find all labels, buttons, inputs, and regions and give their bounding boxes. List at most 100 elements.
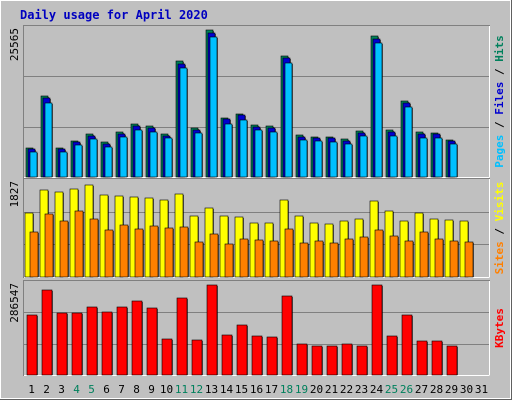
- panel-bottom: 286547 KBytes: [8, 280, 506, 376]
- bar-kbytes-day-14: [221, 334, 233, 376]
- legend-sites: Sites: [493, 241, 506, 274]
- bar-kbytes-day-19: [296, 343, 308, 376]
- bar-pages-day-23: [359, 135, 368, 178]
- bar-sites-day-14: [224, 243, 234, 278]
- bar-pages-day-20: [314, 140, 323, 178]
- bar-sites-day-23: [359, 236, 369, 278]
- bar-kbytes-day-7: [116, 306, 128, 376]
- bar-kbytes-day-20: [311, 345, 323, 376]
- x-tick-day-1: 1: [28, 383, 35, 396]
- legend-separator: /: [493, 62, 506, 82]
- x-tick-day-3: 3: [58, 383, 65, 396]
- bar-pages-day-10: [164, 137, 173, 178]
- bar-kbytes-day-4: [71, 312, 83, 376]
- x-tick-day-6: 6: [103, 383, 110, 396]
- bar-kbytes-day-6: [101, 311, 113, 376]
- bar-sites-day-18: [284, 228, 294, 278]
- x-tick-day-11: 11: [175, 383, 188, 396]
- bar-kbytes-day-2: [41, 289, 53, 376]
- bar-kbytes-day-21: [326, 345, 338, 376]
- x-tick-day-18: 18: [280, 383, 293, 396]
- bar-pages-day-25: [389, 135, 398, 178]
- x-tick-day-19: 19: [295, 383, 308, 396]
- x-tick-day-23: 23: [355, 383, 368, 396]
- bar-pages-day-15: [239, 119, 248, 178]
- bar-sites-day-26: [404, 240, 414, 278]
- bar-kbytes-day-15: [236, 324, 248, 376]
- bar-sites-day-19: [299, 242, 309, 278]
- bar-kbytes-day-24: [371, 284, 383, 376]
- bar-pages-day-27: [419, 137, 428, 178]
- x-tick-day-29: 29: [445, 383, 458, 396]
- legend-separator: /: [493, 115, 506, 135]
- bar-sites-day-3: [59, 220, 69, 278]
- bar-kbytes-day-29: [446, 345, 458, 376]
- x-tick-day-24: 24: [370, 383, 384, 396]
- panel-middle: 1827 Sites / Visits: [8, 178, 506, 278]
- bar-kbytes-day-25: [386, 335, 398, 376]
- bar-sites-day-1: [29, 231, 39, 278]
- bar-pages-day-24: [374, 42, 383, 178]
- bar-kbytes-day-18: [281, 295, 293, 376]
- bar-pages-day-14: [224, 123, 233, 178]
- bar-sites-day-21: [329, 242, 339, 278]
- y-max-label: 25565: [8, 28, 21, 61]
- bar-sites-day-29: [449, 240, 459, 278]
- legend-pages: Pages: [493, 135, 506, 168]
- x-tick-day-22: 22: [340, 383, 353, 396]
- bar-kbytes-day-3: [56, 312, 68, 376]
- bar-pages-day-17: [269, 131, 278, 178]
- bar-kbytes-day-12: [191, 339, 203, 376]
- bar-kbytes-day-22: [341, 343, 353, 376]
- bar-kbytes-day-17: [266, 336, 278, 376]
- series-legend: KBytes: [493, 308, 506, 348]
- series-legend: Pages / Files / Hits: [493, 35, 506, 168]
- bar-pages-day-21: [329, 141, 338, 178]
- x-tick-day-13: 13: [205, 383, 218, 396]
- x-tick-day-15: 15: [235, 383, 248, 396]
- bar-pages-day-13: [209, 36, 218, 178]
- bar-kbytes-day-13: [206, 284, 218, 376]
- bar-pages-day-7: [119, 136, 128, 178]
- y-max-label: 286547: [8, 283, 21, 323]
- bar-kbytes-day-5: [86, 306, 98, 376]
- x-tick-day-28: 28: [430, 383, 443, 396]
- bar-kbytes-day-10: [161, 338, 173, 376]
- bar-sites-day-6: [104, 229, 114, 278]
- bar-sites-day-22: [344, 238, 354, 278]
- bar-sites-day-13: [209, 233, 219, 278]
- bar-pages-day-5: [89, 138, 98, 178]
- legend-separator: /: [493, 221, 506, 241]
- x-tick-day-14: 14: [220, 383, 234, 396]
- bar-pages-day-8: [134, 129, 143, 178]
- bar-pages-day-4: [74, 144, 83, 178]
- bar-pages-day-9: [149, 131, 158, 178]
- bar-pages-day-19: [299, 139, 308, 178]
- bar-sites-day-24: [374, 229, 384, 278]
- chart-panels: 25565 Pages / Files / Hits 1827 Sites / Vis…: [8, 25, 506, 376]
- x-tick-day-4: 4: [73, 383, 80, 396]
- x-tick-day-20: 20: [310, 383, 323, 396]
- bar-kbytes-day-11: [176, 297, 188, 376]
- bar-sites-day-15: [239, 238, 249, 278]
- x-tick-day-26: 26: [400, 383, 413, 396]
- bar-sites-day-16: [254, 239, 264, 278]
- bar-sites-day-8: [134, 228, 144, 278]
- bar-sites-day-20: [314, 240, 324, 278]
- bar-kbytes-day-26: [401, 314, 413, 376]
- panel-top: 25565 Pages / Files / Hits: [8, 25, 506, 178]
- bar-sites-day-4: [74, 210, 84, 278]
- bar-pages-day-1: [29, 151, 38, 178]
- bar-sites-day-12: [194, 241, 204, 278]
- x-tick-day-10: 10: [160, 383, 173, 396]
- bar-kbytes-day-27: [416, 340, 428, 376]
- chart-title: Daily usage for April 2020: [20, 8, 208, 22]
- x-tick-day-2: 2: [43, 383, 50, 396]
- bar-kbytes-day-1: [26, 314, 38, 376]
- x-tick-day-8: 8: [133, 383, 140, 396]
- bar-pages-day-18: [284, 62, 293, 178]
- bar-sites-day-27: [419, 231, 429, 278]
- bar-pages-day-3: [59, 151, 68, 178]
- series-legend: Sites / Visits: [493, 182, 506, 275]
